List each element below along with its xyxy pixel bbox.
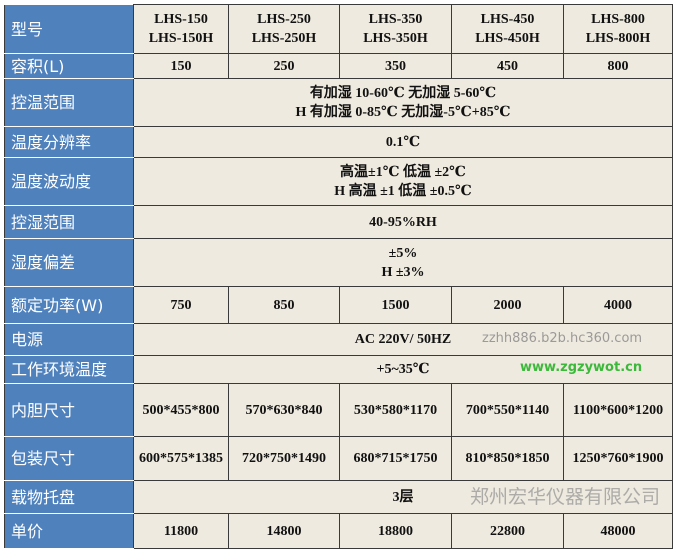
inner-size-cell: 500*455*800 bbox=[133, 383, 229, 437]
label-model: 型号 bbox=[4, 4, 134, 54]
model-name-h: LHS-450H bbox=[475, 31, 540, 46]
row-model: 型号 LHS-150 LHS-150H LHS-250 LHS-250H LHS-3… bbox=[4, 4, 673, 54]
price-cell: 11800 bbox=[133, 513, 229, 549]
price-cell: 18800 bbox=[339, 513, 452, 549]
humidity-deviation-line-h: H ±3% bbox=[381, 264, 425, 280]
inner-size-cell: 1100*600*1200 bbox=[563, 383, 673, 437]
model-name: LHS-450 bbox=[480, 12, 535, 27]
label-temp-range: 控温范围 bbox=[4, 78, 134, 127]
row-temp-fluctuation: 温度波动度 高温±1℃ 低温 ±2℃ H 高温 ±1 低温 ±0.5℃ bbox=[4, 157, 673, 206]
row-supply: 电源 AC 220V/ 50HZ bbox=[4, 323, 673, 356]
temp-range-line-h: H 有加湿 0-85℃ 无加湿-5℃+85℃ bbox=[295, 104, 511, 120]
ambient-cell: +5~35℃ bbox=[133, 355, 673, 384]
temp-fluctuation-cell: 高温±1℃ 低温 ±2℃ H 高温 ±1 低温 ±0.5℃ bbox=[133, 157, 673, 206]
row-package-size: 包装尺寸 600*575*1385 720*750*1490 680*715*1… bbox=[4, 436, 673, 481]
volume-cell: 450 bbox=[451, 53, 564, 79]
supply-cell: AC 220V/ 50HZ bbox=[133, 323, 673, 356]
row-ambient: 工作环境温度 +5~35℃ bbox=[4, 355, 673, 384]
power-cell: 4000 bbox=[563, 286, 673, 324]
label-inner-size: 内胆尺寸 bbox=[4, 383, 134, 437]
model-name: LHS-250 bbox=[257, 12, 311, 27]
model-cell: LHS-150 LHS-150H bbox=[133, 4, 229, 54]
power-cell: 850 bbox=[228, 286, 340, 324]
package-size-cell: 720*750*1490 bbox=[228, 436, 340, 481]
label-humidity-deviation: 湿度偏差 bbox=[4, 238, 134, 287]
package-size-cell: 810*850*1850 bbox=[451, 436, 564, 481]
humidity-deviation-line: ±5% bbox=[388, 245, 418, 261]
model-name-h: LHS-800H bbox=[585, 31, 651, 46]
model-name-h: LHS-250H bbox=[251, 31, 317, 46]
volume-cell: 150 bbox=[133, 53, 229, 79]
model-name: LHS-350 bbox=[368, 12, 423, 27]
row-temp-resolution: 温度分辨率 0.1℃ bbox=[4, 126, 673, 158]
power-cell: 2000 bbox=[451, 286, 564, 324]
model-name: LHS-150 bbox=[154, 12, 208, 27]
volume-cell: 350 bbox=[339, 53, 452, 79]
label-supply: 电源 bbox=[4, 323, 134, 356]
label-package-size: 包装尺寸 bbox=[4, 436, 134, 481]
model-cell: LHS-250 LHS-250H bbox=[228, 4, 340, 54]
row-humidity-range: 控湿范围 40-95%RH bbox=[4, 205, 673, 239]
model-name-h: LHS-350H bbox=[363, 31, 428, 46]
label-trays: 载物托盘 bbox=[4, 480, 134, 514]
model-name: LHS-800 bbox=[591, 12, 645, 27]
row-price: 单价 11800 14800 18800 22800 48000 bbox=[4, 513, 673, 549]
model-cell: LHS-350 LHS-350H bbox=[339, 4, 452, 54]
package-size-cell: 600*575*1385 bbox=[133, 436, 229, 481]
inner-size-cell: 530*580*1170 bbox=[339, 383, 452, 437]
label-temp-fluctuation: 温度波动度 bbox=[4, 157, 134, 206]
humidity-deviation-cell: ±5% H ±3% bbox=[133, 238, 673, 287]
price-cell: 22800 bbox=[451, 513, 564, 549]
label-humidity-range: 控湿范围 bbox=[4, 205, 134, 239]
model-cell: LHS-800 LHS-800H bbox=[563, 4, 673, 54]
row-humidity-deviation: 湿度偏差 ±5% H ±3% bbox=[4, 238, 673, 287]
model-name-h: LHS-150H bbox=[148, 31, 214, 46]
spec-table: 型号 LHS-150 LHS-150H LHS-250 LHS-250H LHS-3… bbox=[4, 4, 673, 549]
trays-cell: 3层 bbox=[133, 480, 673, 514]
row-temp-range: 控温范围 有加湿 10-60℃ 无加湿 5-60℃ H 有加湿 0-85℃ 无加湿… bbox=[4, 78, 673, 127]
temp-fluctuation-line: 高温±1℃ 低温 ±2℃ bbox=[340, 164, 466, 180]
temp-range-line: 有加湿 10-60℃ 无加湿 5-60℃ bbox=[309, 85, 497, 101]
label-power: 额定功率(W) bbox=[4, 286, 134, 324]
label-ambient: 工作环境温度 bbox=[4, 355, 134, 384]
price-cell: 14800 bbox=[228, 513, 340, 549]
inner-size-cell: 570*630*840 bbox=[228, 383, 340, 437]
temp-resolution-cell: 0.1℃ bbox=[133, 126, 673, 158]
package-size-cell: 1250*760*1900 bbox=[563, 436, 673, 481]
power-cell: 750 bbox=[133, 286, 229, 324]
temp-fluctuation-line-h: H 高温 ±1 低温 ±0.5℃ bbox=[334, 183, 472, 199]
label-price: 单价 bbox=[4, 513, 134, 549]
row-volume: 容积(L) 150 250 350 450 800 bbox=[4, 53, 673, 79]
volume-cell: 250 bbox=[228, 53, 340, 79]
row-power: 额定功率(W) 750 850 1500 2000 4000 bbox=[4, 286, 673, 324]
volume-cell: 800 bbox=[563, 53, 673, 79]
inner-size-cell: 700*550*1140 bbox=[451, 383, 564, 437]
power-cell: 1500 bbox=[339, 286, 452, 324]
package-size-cell: 680*715*1750 bbox=[339, 436, 452, 481]
price-cell: 48000 bbox=[563, 513, 673, 549]
label-temp-resolution: 温度分辨率 bbox=[4, 126, 134, 158]
label-volume: 容积(L) bbox=[4, 53, 134, 79]
model-cell: LHS-450 LHS-450H bbox=[451, 4, 564, 54]
row-inner-size: 内胆尺寸 500*455*800 570*630*840 530*580*117… bbox=[4, 383, 673, 437]
temp-range-cell: 有加湿 10-60℃ 无加湿 5-60℃ H 有加湿 0-85℃ 无加湿-5℃+8… bbox=[133, 78, 673, 127]
humidity-range-cell: 40-95%RH bbox=[133, 205, 673, 239]
row-trays: 载物托盘 3层 bbox=[4, 480, 673, 514]
